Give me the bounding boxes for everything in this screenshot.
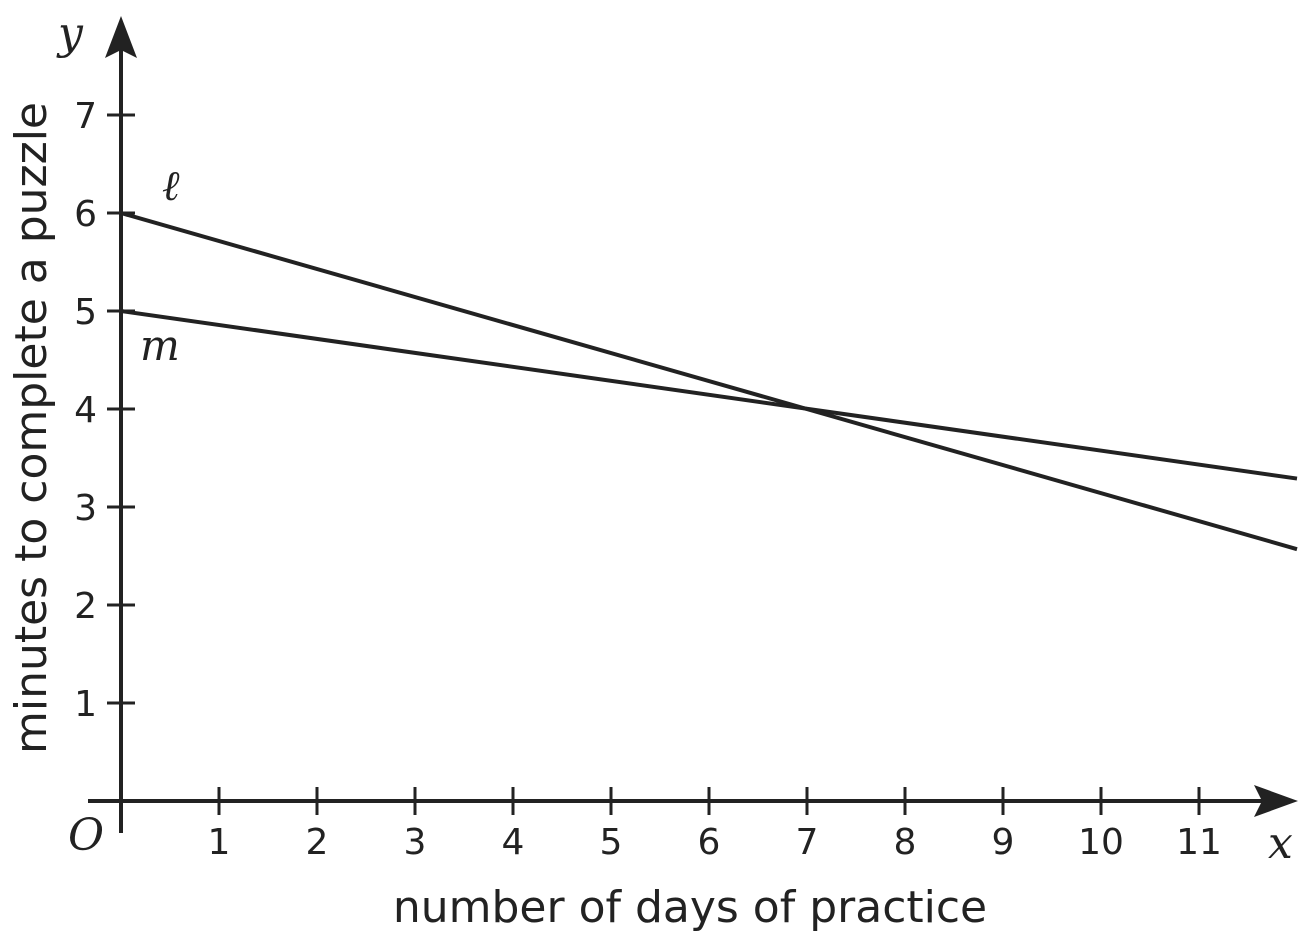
series-line-l [120,211,1298,552]
x-tick-label: 8 [894,822,917,863]
x-tick-label: 7 [796,822,819,863]
y-axis-title: minutes to complete a puzzle [6,102,57,754]
series-group [120,211,1298,552]
x-tick-label: 3 [404,822,427,863]
x-tick-label: 1 [208,822,231,863]
y-tick-label: 4 [74,390,97,431]
origin-label: O [68,810,104,861]
x-tick-label: 9 [992,822,1015,863]
x-tick-label: 10 [1078,822,1124,863]
y-tick-label: 2 [74,586,97,627]
x-tick-label: 2 [306,822,329,863]
y-tick-label: 5 [74,292,97,333]
line-l-label: ℓ [162,161,180,210]
x-tick-label: 4 [502,822,525,863]
x-axis-title: number of days of practice [393,882,987,933]
line-m-label: m [140,321,180,370]
x-tick-label: 6 [698,822,721,863]
y-tick-label: 3 [74,488,97,529]
series-line-m [120,309,1298,481]
x-axis-arrow [1254,785,1298,817]
x-variable-label: x [1268,818,1293,869]
y-tick-label: 7 [74,96,97,137]
y-tick-label: 6 [74,194,97,235]
y-tick-label: 1 [74,684,97,725]
y-axis-arrow [105,16,137,58]
x-tick-label: 5 [600,822,623,863]
y-variable-label: y [56,8,84,59]
x-tick-label: 11 [1176,822,1222,863]
